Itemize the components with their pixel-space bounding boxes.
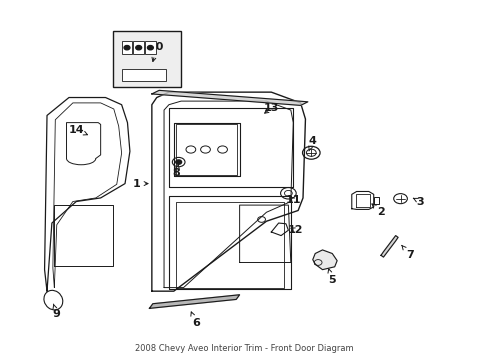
Text: 13: 13 <box>263 103 279 113</box>
Polygon shape <box>152 90 307 105</box>
Text: 7: 7 <box>401 245 413 260</box>
Text: 4: 4 <box>308 136 316 151</box>
Polygon shape <box>312 250 336 270</box>
Circle shape <box>175 160 181 164</box>
FancyBboxPatch shape <box>133 41 144 54</box>
Circle shape <box>136 45 142 50</box>
FancyBboxPatch shape <box>145 41 156 54</box>
Text: 3: 3 <box>412 197 423 207</box>
Text: 11: 11 <box>285 195 301 205</box>
Text: 5: 5 <box>327 269 335 285</box>
Text: 12: 12 <box>287 225 303 235</box>
Text: 2: 2 <box>371 204 384 217</box>
Text: 6: 6 <box>190 312 199 328</box>
FancyBboxPatch shape <box>122 69 165 81</box>
Text: 9: 9 <box>53 304 61 319</box>
Circle shape <box>124 45 130 50</box>
FancyBboxPatch shape <box>113 31 181 87</box>
Text: 10: 10 <box>149 42 164 62</box>
Circle shape <box>147 45 153 50</box>
Text: 8: 8 <box>172 165 180 178</box>
FancyBboxPatch shape <box>122 41 132 54</box>
Text: 14: 14 <box>68 125 87 135</box>
Polygon shape <box>149 295 239 309</box>
Text: 2008 Chevy Aveo Interior Trim - Front Door Diagram: 2008 Chevy Aveo Interior Trim - Front Do… <box>135 344 353 353</box>
Text: 1: 1 <box>132 179 148 189</box>
Polygon shape <box>380 235 397 257</box>
